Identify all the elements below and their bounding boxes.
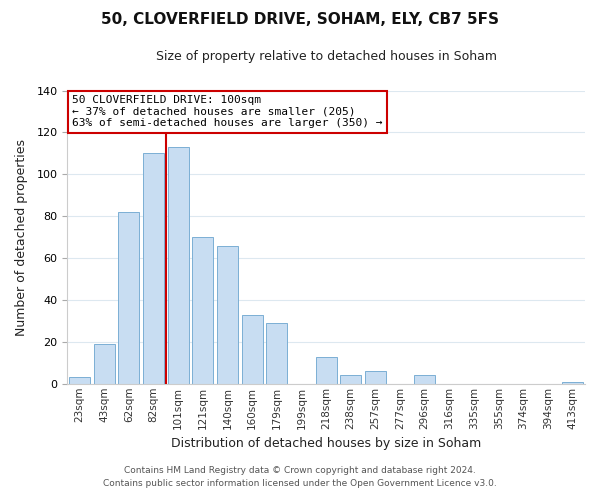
Bar [217, 246, 238, 384]
Bar [365, 371, 386, 384]
X-axis label: Distribution of detached houses by size in Soham: Distribution of detached houses by size … [171, 437, 481, 450]
Bar [242, 314, 263, 384]
Bar [143, 154, 164, 384]
Bar [414, 376, 435, 384]
Title: Size of property relative to detached houses in Soham: Size of property relative to detached ho… [155, 50, 497, 63]
Bar [340, 376, 361, 384]
Bar [266, 323, 287, 384]
Bar [118, 212, 139, 384]
Bar [193, 237, 213, 384]
Bar [316, 356, 337, 384]
Bar [167, 147, 188, 384]
Bar [69, 378, 90, 384]
Bar [94, 344, 115, 384]
Text: 50, CLOVERFIELD DRIVE, SOHAM, ELY, CB7 5FS: 50, CLOVERFIELD DRIVE, SOHAM, ELY, CB7 5… [101, 12, 499, 28]
Text: 50 CLOVERFIELD DRIVE: 100sqm
← 37% of detached houses are smaller (205)
63% of s: 50 CLOVERFIELD DRIVE: 100sqm ← 37% of de… [73, 95, 383, 128]
Text: Contains HM Land Registry data © Crown copyright and database right 2024.
Contai: Contains HM Land Registry data © Crown c… [103, 466, 497, 487]
Y-axis label: Number of detached properties: Number of detached properties [15, 138, 28, 336]
Bar [562, 382, 583, 384]
